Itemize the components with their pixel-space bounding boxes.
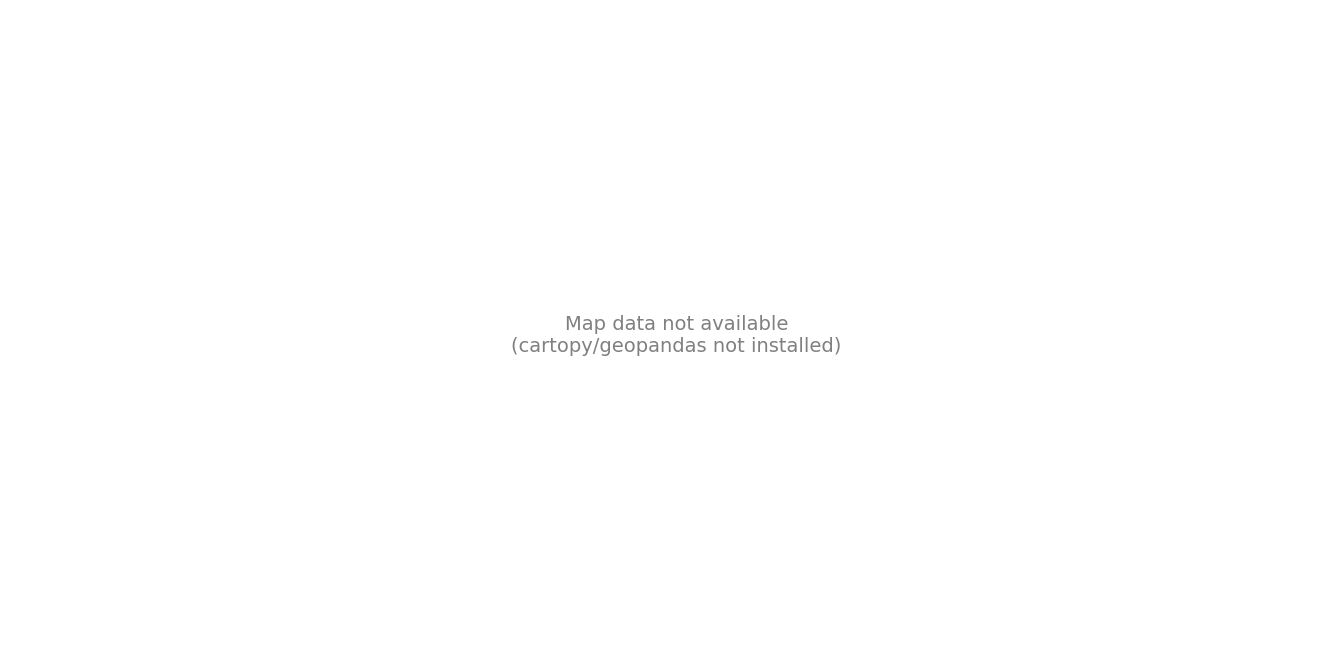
Text: Map data not available
(cartopy/geopandas not installed): Map data not available (cartopy/geopanda… bbox=[511, 315, 842, 356]
